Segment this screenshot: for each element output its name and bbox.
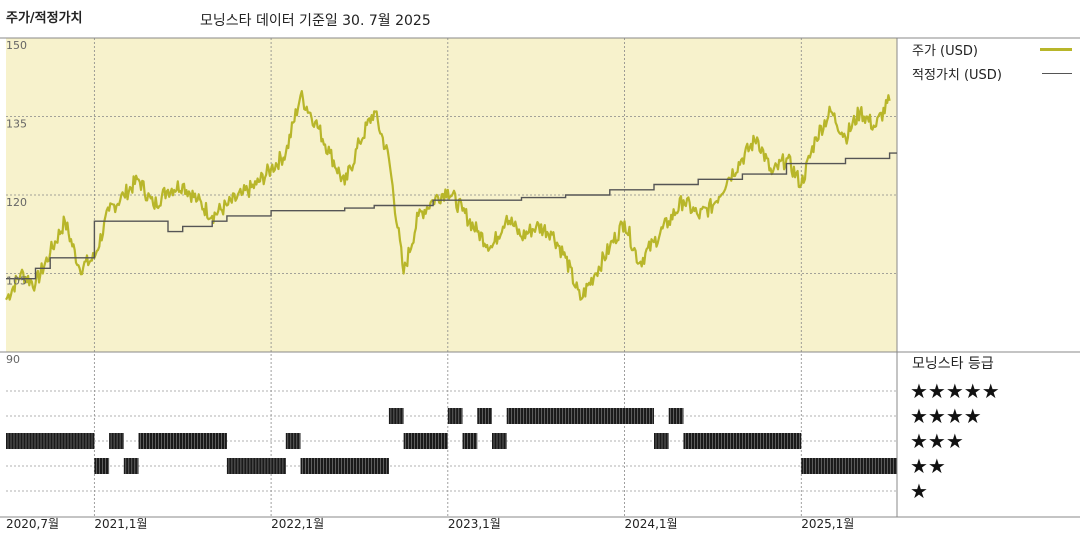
y-tick-label: 90 xyxy=(6,353,20,366)
rating-bar xyxy=(226,458,286,474)
rating-bar xyxy=(668,408,684,424)
legend-price-swatch xyxy=(1040,48,1072,51)
rating-bar xyxy=(123,458,139,474)
rating-bar-fill xyxy=(403,433,448,449)
rating-bar-fill xyxy=(801,458,897,474)
y-tick-label: 135 xyxy=(6,118,27,131)
chart-title: 주가/적정가치 xyxy=(6,11,83,26)
rating-bar xyxy=(801,458,897,474)
fair-value-series-line xyxy=(6,152,897,280)
rating-bar xyxy=(654,433,669,449)
x-tick-label: 2023,1월 xyxy=(448,517,501,531)
legend-price: 주가 (USD) xyxy=(912,44,978,59)
x-tick-label: 2025,1월 xyxy=(801,517,854,531)
rating-bar xyxy=(506,408,654,424)
rating-bar xyxy=(285,433,301,449)
legend-fair-value-swatch xyxy=(1042,73,1072,74)
rating-2-stars: ★★ xyxy=(910,454,946,478)
rating-bar xyxy=(447,408,463,424)
rating-bar xyxy=(462,433,478,449)
rating-1-star: ★ xyxy=(910,479,928,503)
rating-5-stars: ★★★★★ xyxy=(910,379,1000,403)
data-date-subtitle: 모닝스타 데이터 기준일 30. 7월 2025 xyxy=(200,13,431,29)
x-tick-label: 2024,1월 xyxy=(625,517,678,531)
rating-bar xyxy=(300,458,389,474)
rating-bar-fill xyxy=(506,408,654,424)
y-tick-label: 150 xyxy=(6,39,27,52)
price-series-line xyxy=(5,90,891,301)
rating-3-stars: ★★★ xyxy=(910,429,964,453)
rating-title: 모닝스타 등급 xyxy=(912,356,994,372)
rating-bar xyxy=(109,433,124,449)
rating-bar xyxy=(683,433,802,449)
rating-bar xyxy=(403,433,448,449)
rating-bar xyxy=(388,408,404,424)
legend-fair-value: 적정가치 (USD) xyxy=(912,68,1002,83)
y-tick-label: 120 xyxy=(6,196,27,209)
y-tick-label: 105 xyxy=(6,275,27,288)
x-tick-label: 2020,7월 xyxy=(6,517,59,531)
rating-bar xyxy=(492,433,507,449)
x-tick-label: 2021,1월 xyxy=(94,517,147,531)
x-tick-label: 2022,1월 xyxy=(271,517,324,531)
rating-4-stars: ★★★★ xyxy=(910,404,982,428)
rating-bar xyxy=(138,433,227,449)
rating-bar xyxy=(477,408,492,424)
rating-bar xyxy=(6,433,95,449)
rating-bar xyxy=(94,458,110,474)
